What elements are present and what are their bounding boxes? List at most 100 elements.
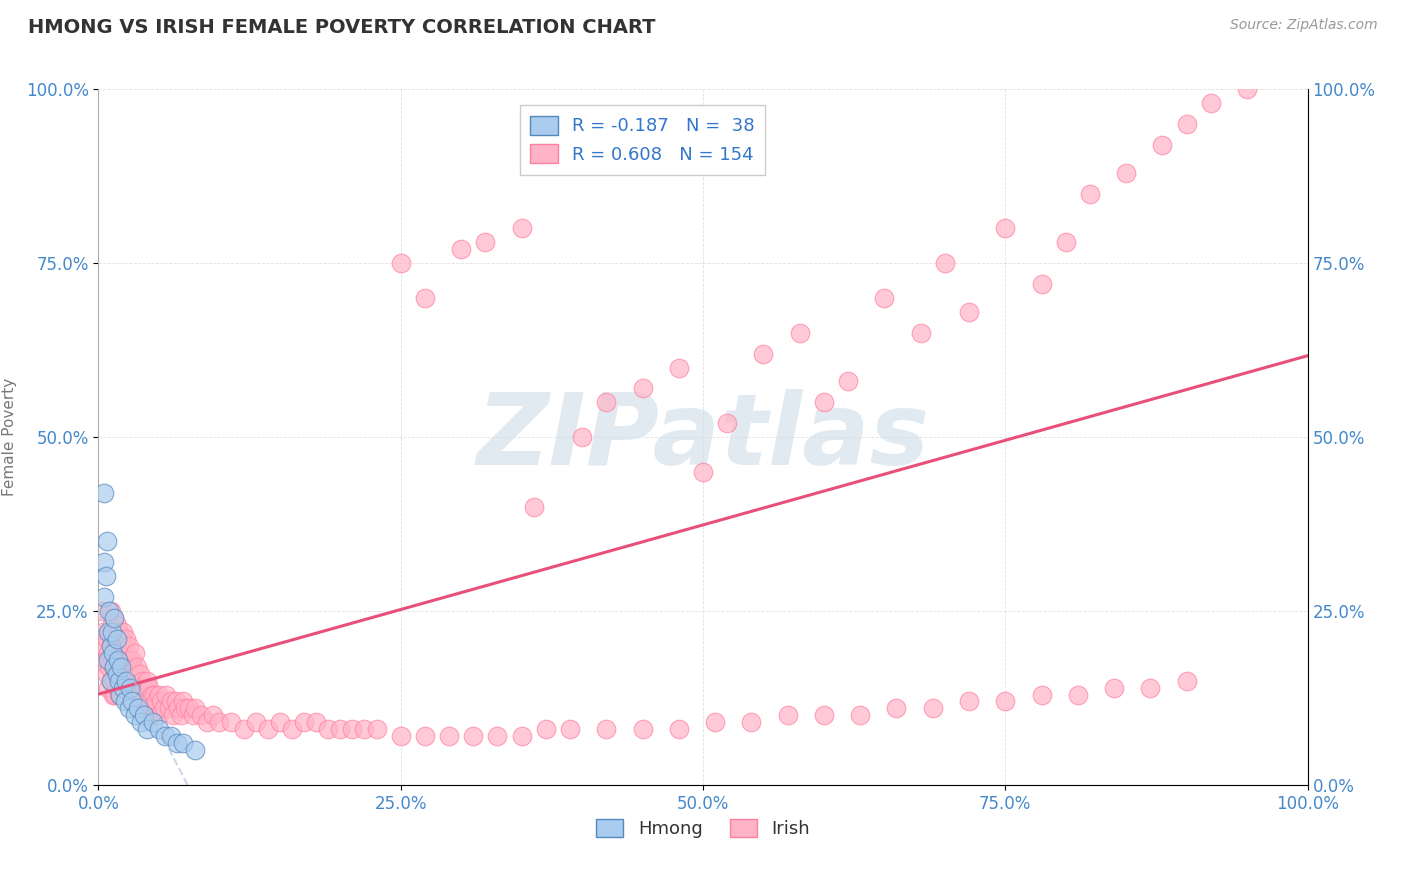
Point xyxy=(1175,673,1198,688)
Point xyxy=(128,666,150,681)
Point xyxy=(131,694,153,708)
Point xyxy=(101,688,124,702)
Point xyxy=(166,736,188,750)
Point xyxy=(160,729,183,743)
Point xyxy=(692,465,714,479)
Point xyxy=(121,694,143,708)
Point xyxy=(105,653,128,667)
Point xyxy=(813,708,835,723)
Point xyxy=(93,639,115,653)
Point xyxy=(141,688,163,702)
Point xyxy=(124,646,146,660)
Point xyxy=(437,729,460,743)
Point xyxy=(103,673,125,688)
Point xyxy=(107,639,129,653)
Point xyxy=(108,673,131,688)
Point xyxy=(167,701,190,715)
Point xyxy=(1139,681,1161,695)
Point xyxy=(1031,277,1053,291)
Point xyxy=(100,673,122,688)
Point xyxy=(134,681,156,695)
Point xyxy=(389,256,412,270)
Point xyxy=(153,729,176,743)
Point xyxy=(100,604,122,618)
Point xyxy=(181,708,204,723)
Point xyxy=(148,723,170,737)
Point xyxy=(558,723,581,737)
Point xyxy=(142,715,165,730)
Point xyxy=(716,416,738,430)
Point xyxy=(131,673,153,688)
Point xyxy=(776,708,799,723)
Point xyxy=(103,611,125,625)
Point xyxy=(463,729,485,743)
Point xyxy=(91,624,114,639)
Point xyxy=(108,688,131,702)
Text: Source: ZipAtlas.com: Source: ZipAtlas.com xyxy=(1230,18,1378,32)
Point xyxy=(96,632,118,646)
Point xyxy=(595,395,617,409)
Point xyxy=(143,688,166,702)
Point xyxy=(1054,235,1077,250)
Point xyxy=(110,659,132,673)
Text: HMONG VS IRISH FEMALE POVERTY CORRELATION CHART: HMONG VS IRISH FEMALE POVERTY CORRELATIO… xyxy=(28,18,655,37)
Point xyxy=(105,681,128,695)
Point xyxy=(101,659,124,673)
Point xyxy=(179,701,201,715)
Point xyxy=(118,653,141,667)
Point xyxy=(97,646,120,660)
Point xyxy=(93,590,115,604)
Point xyxy=(1115,166,1137,180)
Point xyxy=(202,708,225,723)
Point xyxy=(103,611,125,625)
Point xyxy=(96,666,118,681)
Point xyxy=(118,701,141,715)
Point xyxy=(837,375,859,389)
Point xyxy=(316,723,339,737)
Point xyxy=(305,715,328,730)
Point xyxy=(752,346,775,360)
Point xyxy=(100,639,122,653)
Point xyxy=(994,694,1017,708)
Point xyxy=(1031,688,1053,702)
Point xyxy=(813,395,835,409)
Point xyxy=(135,694,157,708)
Point xyxy=(114,673,136,688)
Point xyxy=(105,666,128,681)
Point xyxy=(342,723,364,737)
Point xyxy=(97,681,120,695)
Point xyxy=(523,500,546,514)
Point xyxy=(353,723,375,737)
Point xyxy=(118,681,141,695)
Point xyxy=(115,632,138,646)
Point xyxy=(160,694,183,708)
Point xyxy=(921,701,943,715)
Point xyxy=(97,624,120,639)
Point xyxy=(112,639,135,653)
Point xyxy=(118,681,141,695)
Point xyxy=(389,729,412,743)
Point xyxy=(886,701,908,715)
Point xyxy=(1078,186,1101,201)
Point xyxy=(120,666,142,681)
Point xyxy=(221,715,243,730)
Point xyxy=(104,659,127,673)
Point xyxy=(100,624,122,639)
Point xyxy=(1236,82,1258,96)
Point xyxy=(256,723,278,737)
Point xyxy=(118,639,141,653)
Point xyxy=(450,242,472,256)
Point xyxy=(108,646,131,660)
Point xyxy=(94,569,117,583)
Point xyxy=(208,715,231,730)
Point xyxy=(789,326,811,340)
Point xyxy=(107,666,129,681)
Point xyxy=(148,708,170,723)
Point xyxy=(91,604,114,618)
Point xyxy=(534,723,557,737)
Point xyxy=(98,624,121,639)
Point xyxy=(910,326,932,340)
Point xyxy=(668,360,690,375)
Point xyxy=(98,604,121,618)
Point xyxy=(195,715,218,730)
